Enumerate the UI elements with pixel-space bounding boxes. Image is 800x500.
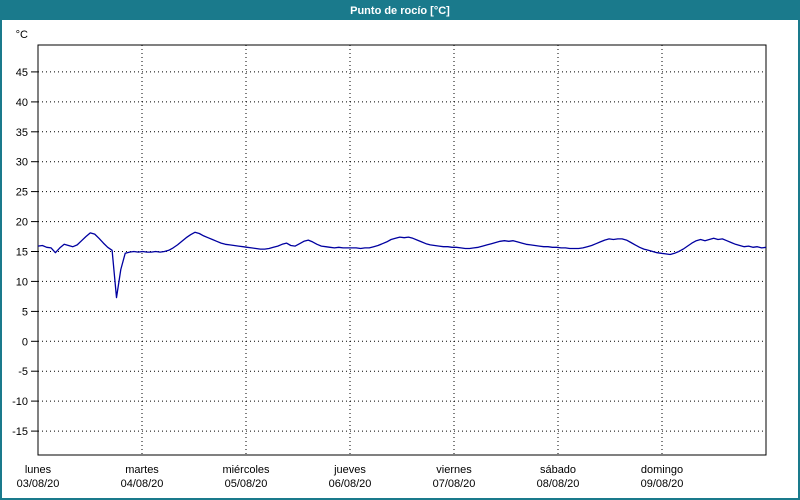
svg-text:15: 15	[16, 247, 28, 259]
plot-border	[37, 44, 767, 456]
x-tick-day: miércoles	[222, 464, 270, 476]
title-bar: Punto de rocío [°C]	[2, 2, 798, 20]
x-tick-day: lunes	[25, 464, 52, 476]
x-tick-date: 07/08/20	[433, 478, 476, 490]
y-axis-ticks	[31, 71, 38, 432]
svg-text:45: 45	[16, 67, 28, 79]
chart-area: 45 40 35 30 25 20 15 10 5 0 -5 -10 -15 °C lunes 03/08/2…	[2, 20, 798, 498]
svg-text:20: 20	[16, 217, 28, 229]
x-tick-date: 03/08/20	[17, 478, 60, 490]
svg-text:40: 40	[16, 97, 28, 109]
svg-text:10: 10	[16, 276, 28, 288]
x-tick-date: 09/08/20	[641, 478, 684, 490]
svg-text:25: 25	[16, 187, 28, 199]
svg-text:35: 35	[16, 127, 28, 139]
y-axis-unit-label: °C	[16, 29, 28, 41]
x-tick-date: 06/08/20	[329, 478, 372, 490]
y-axis-labels: 45 40 35 30 25 20 15 10 5 0 -5 -10 -15	[12, 67, 28, 438]
x-tick-day: martes	[125, 464, 159, 476]
x-tick-date: 04/08/20	[121, 478, 164, 490]
svg-text:30: 30	[16, 157, 28, 169]
svg-text:-15: -15	[12, 426, 28, 438]
svg-text:-5: -5	[18, 366, 28, 378]
svg-text:0: 0	[22, 336, 28, 348]
x-axis-labels: lunes 03/08/20 martes 04/08/20 miércoles 05/0…	[17, 464, 684, 490]
x-tick-day: jueves	[333, 464, 366, 476]
x-tick-day: sábado	[540, 464, 576, 476]
dewpoint-chart: 45 40 35 30 25 20 15 10 5 0 -5 -10 -15 °C lunes 03/08/2…	[12, 29, 767, 490]
x-tick-day: viernes	[436, 464, 472, 476]
svg-text:-10: -10	[12, 396, 28, 408]
page-title: Punto de rocío [°C]	[350, 5, 450, 17]
svg-text:5: 5	[22, 306, 28, 318]
series-line-dewpoint	[37, 231, 767, 299]
gridlines	[38, 45, 766, 455]
x-tick-date: 05/08/20	[225, 478, 268, 490]
x-tick-day: domingo	[641, 464, 683, 476]
x-tick-date: 08/08/20	[537, 478, 580, 490]
